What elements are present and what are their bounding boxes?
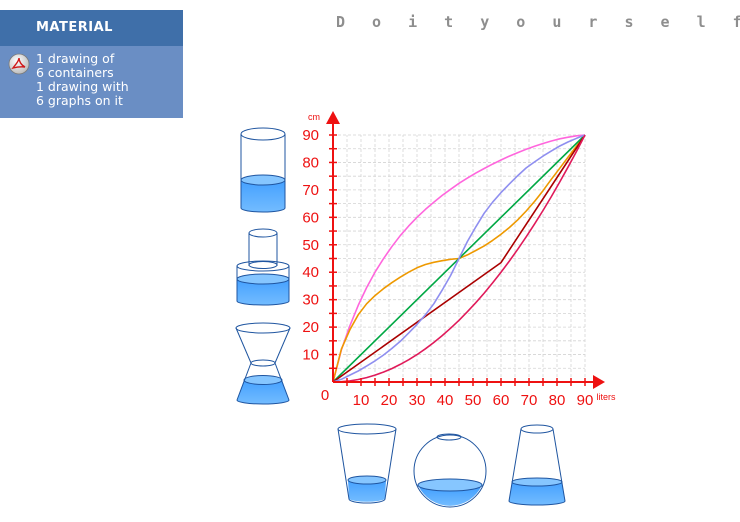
container-base — [348, 498, 386, 504]
y-tick-label: 70 — [302, 182, 319, 199]
container-rim — [337, 423, 397, 435]
container-neck — [248, 261, 278, 269]
y-tick-label: 60 — [302, 209, 319, 226]
container-rim — [240, 127, 286, 141]
material-line: 6 containers — [36, 65, 114, 80]
container-wall — [274, 327, 291, 364]
container-wall — [337, 428, 350, 500]
origin-label: 0 — [321, 387, 329, 404]
x-tick-marks — [346, 378, 586, 386]
y-tick-label: 40 — [302, 264, 319, 281]
x-tick-label: 80 — [549, 392, 566, 409]
container-sphere[interactable] — [413, 433, 487, 508]
container-outline — [413, 434, 487, 508]
container-base — [508, 500, 566, 506]
container-rim — [248, 228, 278, 238]
container-base — [236, 300, 290, 306]
x-axis-arrow-icon — [593, 375, 605, 389]
container-base — [240, 207, 286, 213]
x-tick-label: 90 — [577, 392, 594, 409]
container-wall — [235, 327, 252, 364]
y-tick-label: 50 — [302, 237, 319, 254]
material-line: 1 drawing with — [36, 79, 129, 94]
material-panel: MATERIAL 1 drawing of 6 containers 1 dra… — [0, 10, 183, 118]
water-surface — [511, 477, 563, 487]
chart-axes — [326, 111, 605, 389]
y-tick-label: 10 — [302, 347, 319, 364]
chart-series — [332, 134, 586, 383]
x-axis-label: liters — [596, 392, 616, 402]
x-tick-label: 40 — [437, 392, 454, 409]
material-line: 1 drawing of — [36, 51, 115, 66]
container-stepped[interactable] — [236, 228, 290, 306]
material-item-drawings[interactable]: 1 drawing of 6 containers 1 drawing with… — [8, 52, 129, 108]
y-axis-arrow-icon — [326, 111, 340, 124]
water-surface — [243, 375, 283, 385]
y-tick-label: 30 — [302, 292, 319, 309]
y-tick-label: 90 — [302, 127, 319, 144]
water — [241, 176, 285, 212]
y-tick-label: 20 — [302, 319, 319, 336]
series-line-1 — [332, 134, 586, 383]
x-tick-label: 60 — [493, 392, 510, 409]
container-rim — [436, 433, 462, 441]
x-tick-label: 50 — [465, 392, 482, 409]
series-line-6 — [332, 134, 586, 383]
container-wall — [508, 428, 522, 502]
water-surface — [240, 174, 286, 186]
water-surface — [347, 475, 387, 485]
x-tick-label: 20 — [381, 392, 398, 409]
container-cup[interactable] — [337, 423, 397, 504]
container-wall — [236, 362, 252, 401]
container-cylinder[interactable] — [240, 127, 286, 213]
container-rim — [520, 424, 554, 434]
x-tick-label: 30 — [409, 392, 426, 409]
y-tick-labels: 10 20 30 40 50 60 70 80 90 — [302, 127, 319, 364]
container-rim — [235, 322, 291, 334]
water-surface — [417, 478, 483, 492]
series-line-4 — [332, 134, 586, 383]
series-line-5 — [332, 134, 586, 383]
container-wall — [384, 428, 397, 500]
container-waist — [250, 359, 276, 367]
page-title: D o i t y o u r s e l f — [336, 13, 740, 31]
y-axis-label: cm — [308, 112, 320, 122]
container-flask[interactable] — [508, 424, 566, 506]
container-hourglass[interactable] — [235, 322, 291, 405]
water-surface — [236, 273, 290, 285]
material-line: 6 graphs on it — [36, 93, 123, 108]
x-tick-labels: 10 20 30 40 50 60 70 80 90 — [353, 392, 594, 409]
pdf-icon[interactable] — [8, 53, 30, 75]
container-shoulder — [236, 260, 290, 272]
material-item-text: 1 drawing of 6 containers 1 drawing with… — [36, 52, 129, 108]
y-tick-marks — [329, 134, 337, 370]
y-tick-label: 80 — [302, 154, 319, 171]
x-tick-label: 10 — [353, 392, 370, 409]
x-tick-label: 70 — [521, 392, 538, 409]
container-wall — [552, 428, 566, 502]
container-wall — [274, 362, 290, 401]
material-title: MATERIAL — [0, 10, 183, 46]
container-base — [236, 399, 290, 405]
